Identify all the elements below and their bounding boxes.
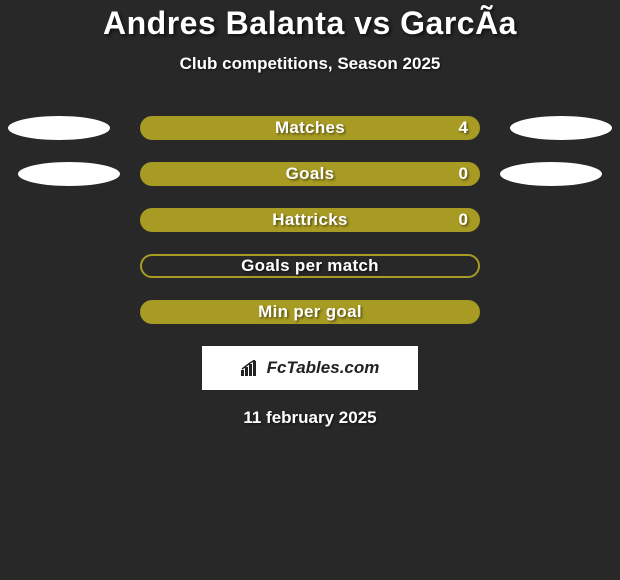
bar-chart-icon — [241, 360, 261, 376]
stat-row: Matches 4 — [0, 116, 620, 140]
stat-bar: Goals per match — [140, 254, 480, 278]
snapshot-date: 11 february 2025 — [243, 408, 376, 428]
comparison-infographic: Andres Balanta vs GarcÃ­a Club competiti… — [0, 0, 620, 428]
player-right-marker — [500, 162, 602, 186]
player-left-marker — [8, 116, 110, 140]
stat-label: Matches — [275, 118, 345, 138]
stat-label: Goals per match — [241, 256, 379, 276]
stat-row: Min per goal — [0, 300, 620, 324]
stat-bar: Goals 0 — [140, 162, 480, 186]
stats-list: Matches 4 Goals 0 Hattricks 0 Goals per match M… — [0, 116, 620, 324]
stat-bar: Matches 4 — [140, 116, 480, 140]
player-right-marker — [510, 116, 612, 140]
stat-row: Hattricks 0 — [0, 208, 620, 232]
player-left-marker — [18, 162, 120, 186]
stat-row: Goals per match — [0, 254, 620, 278]
stat-label: Hattricks — [272, 210, 347, 230]
stat-row: Goals 0 — [0, 162, 620, 186]
page-title: Andres Balanta vs GarcÃ­a — [103, 5, 517, 42]
stat-value: 4 — [459, 118, 468, 138]
page-subtitle: Club competitions, Season 2025 — [180, 54, 441, 74]
stat-label: Goals — [286, 164, 335, 184]
fctables-logo[interactable]: FcTables.com — [202, 346, 418, 390]
stat-label: Min per goal — [258, 302, 362, 322]
stat-bar: Hattricks 0 — [140, 208, 480, 232]
logo-text: FcTables.com — [267, 358, 380, 378]
stat-value: 0 — [459, 164, 468, 184]
stat-value: 0 — [459, 210, 468, 230]
stat-bar: Min per goal — [140, 300, 480, 324]
